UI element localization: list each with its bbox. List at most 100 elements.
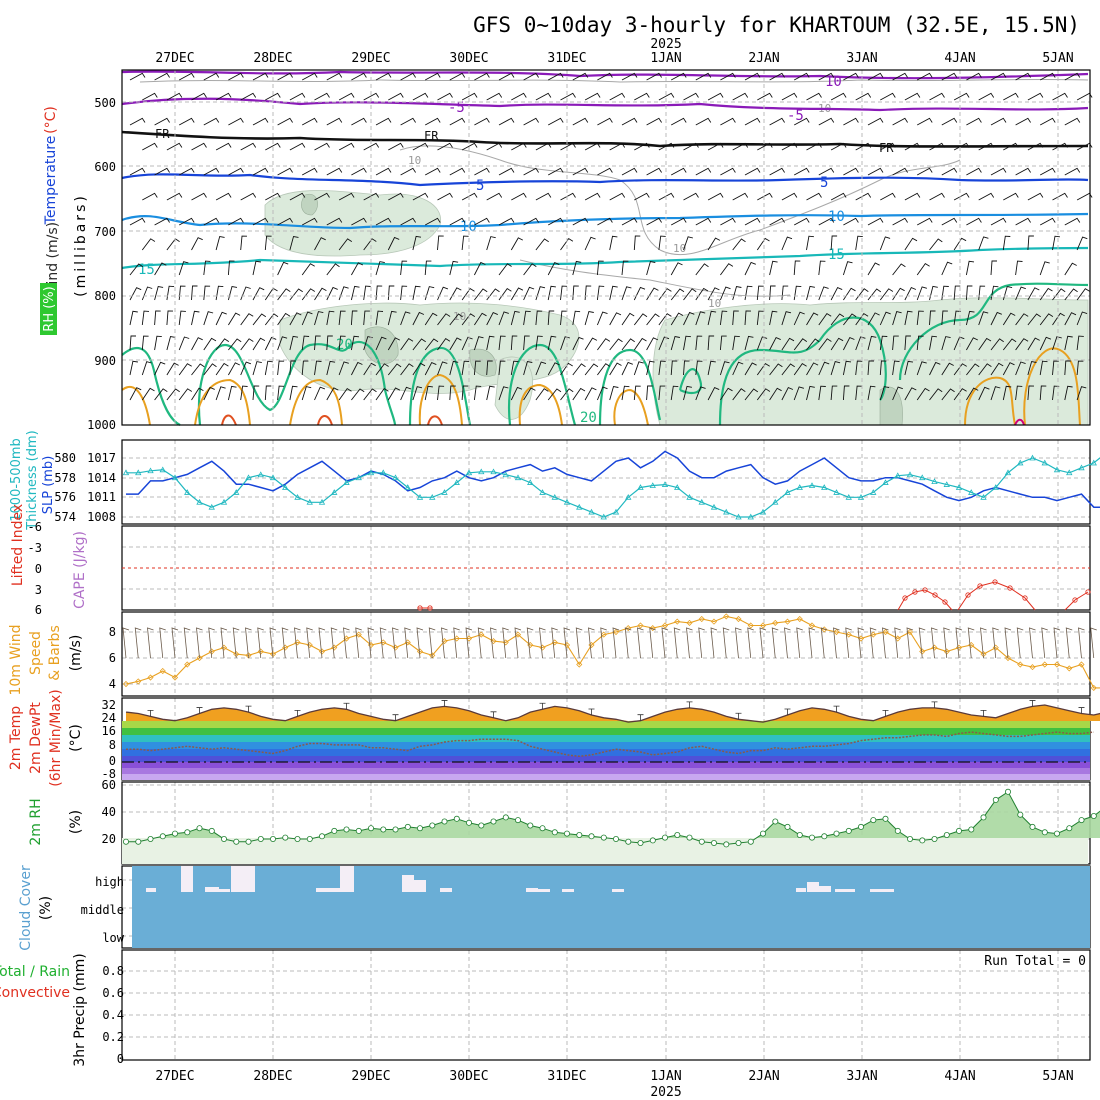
wind-barb (806, 92, 822, 101)
rh-point (159, 833, 166, 840)
wind-barb (129, 335, 136, 351)
temp-minmax (931, 701, 938, 708)
upper-axis-title: Wind (m/s) (45, 222, 61, 298)
wind-barb (1027, 287, 1040, 301)
wind-barb (596, 311, 608, 326)
thickness-point (502, 471, 509, 478)
wind10-point (625, 625, 632, 632)
wind10-point (759, 622, 767, 629)
wind-barb (670, 288, 685, 301)
wind-barb (781, 236, 793, 251)
wind-barb (129, 117, 146, 126)
wind-barb (461, 142, 478, 151)
wind-barb (424, 72, 441, 81)
wind-barb (412, 386, 423, 401)
wind-barb (523, 387, 536, 401)
wind-barb (855, 360, 863, 376)
wind-barb (670, 217, 687, 226)
wind-barb (142, 92, 158, 101)
date-label: 29DEC (351, 1069, 390, 1084)
wind-barb (855, 312, 869, 326)
run-total-label: Run Total = 0 (984, 954, 1086, 969)
wind-barb (1064, 217, 1081, 226)
wind-barb (732, 92, 749, 101)
wind-barb (990, 72, 1007, 81)
wind-barb (228, 362, 240, 376)
wind-barb (289, 235, 299, 251)
wind-barb (510, 287, 524, 301)
rh-base (122, 838, 1088, 864)
wind-barb (351, 117, 367, 126)
wind-barb (191, 310, 200, 326)
wind-barb (228, 117, 244, 126)
wind-barb (326, 72, 343, 81)
wind-barb (350, 310, 358, 326)
wind-barb (523, 360, 533, 376)
cloud-gap (835, 889, 855, 892)
temp-minmax (833, 705, 840, 713)
wind-barb (695, 117, 712, 126)
rh-point (711, 840, 718, 847)
wind10-barb (649, 627, 656, 659)
wind-barb (511, 142, 527, 151)
wind-barb (252, 117, 269, 126)
thickness-point (208, 503, 215, 510)
rh-point (1017, 811, 1024, 818)
wind-barb (867, 335, 877, 351)
rh-point (931, 836, 938, 843)
wind-barb (830, 313, 845, 326)
wind-barb (461, 336, 473, 351)
wind-barb (473, 336, 484, 351)
wind-barb (904, 237, 918, 251)
wind-barb (461, 192, 478, 201)
wind-barb (289, 360, 296, 376)
wind10-barb (514, 627, 522, 659)
wind-barb (843, 217, 859, 226)
contour-label: 10 (828, 209, 845, 225)
wind-barb (818, 338, 832, 351)
wind-barb (855, 336, 866, 351)
wind-barb (953, 310, 962, 326)
wind-barb (806, 338, 820, 351)
li-point (427, 605, 433, 611)
wind10-barb (477, 627, 485, 659)
wind10-barb (1041, 627, 1048, 659)
thickness-point (784, 489, 791, 495)
wind10-unit: (m/s) (68, 635, 84, 672)
cloud-gap (181, 866, 193, 892)
wind-barb (720, 217, 736, 226)
temp-minmax (882, 710, 889, 717)
wind10-barb (453, 627, 460, 659)
wind-barb (990, 260, 997, 276)
wind-barb (240, 142, 257, 151)
rh-point (564, 830, 571, 837)
wind-barb (523, 72, 539, 81)
wind10-label-1: 10m Wind (8, 624, 24, 695)
wind-barb (363, 285, 371, 301)
wind10-point (600, 631, 607, 638)
wind-barb (449, 117, 466, 126)
wind-barb (141, 238, 156, 251)
wind-barb (966, 337, 978, 351)
wind-barb (437, 385, 445, 401)
thickness-point (343, 479, 350, 485)
wind10-point (931, 644, 938, 651)
wind-barb (584, 310, 594, 326)
wind-barb (203, 386, 215, 401)
wind-barb (720, 167, 736, 176)
wind-barb (437, 192, 453, 201)
wind-barb (154, 388, 168, 401)
wind-barb (695, 335, 703, 351)
wind-barb (633, 337, 647, 351)
wind10-barb (686, 627, 693, 659)
wind-barb (732, 335, 740, 351)
rh-point (527, 822, 534, 829)
wind-barb (806, 312, 819, 326)
wind-barb (166, 192, 183, 201)
wind-barb (547, 167, 564, 176)
wind10-barb (294, 627, 301, 659)
wind-barb (412, 235, 422, 251)
wind-barb (523, 217, 539, 226)
wind-barb (301, 311, 313, 326)
li-line (897, 589, 953, 611)
